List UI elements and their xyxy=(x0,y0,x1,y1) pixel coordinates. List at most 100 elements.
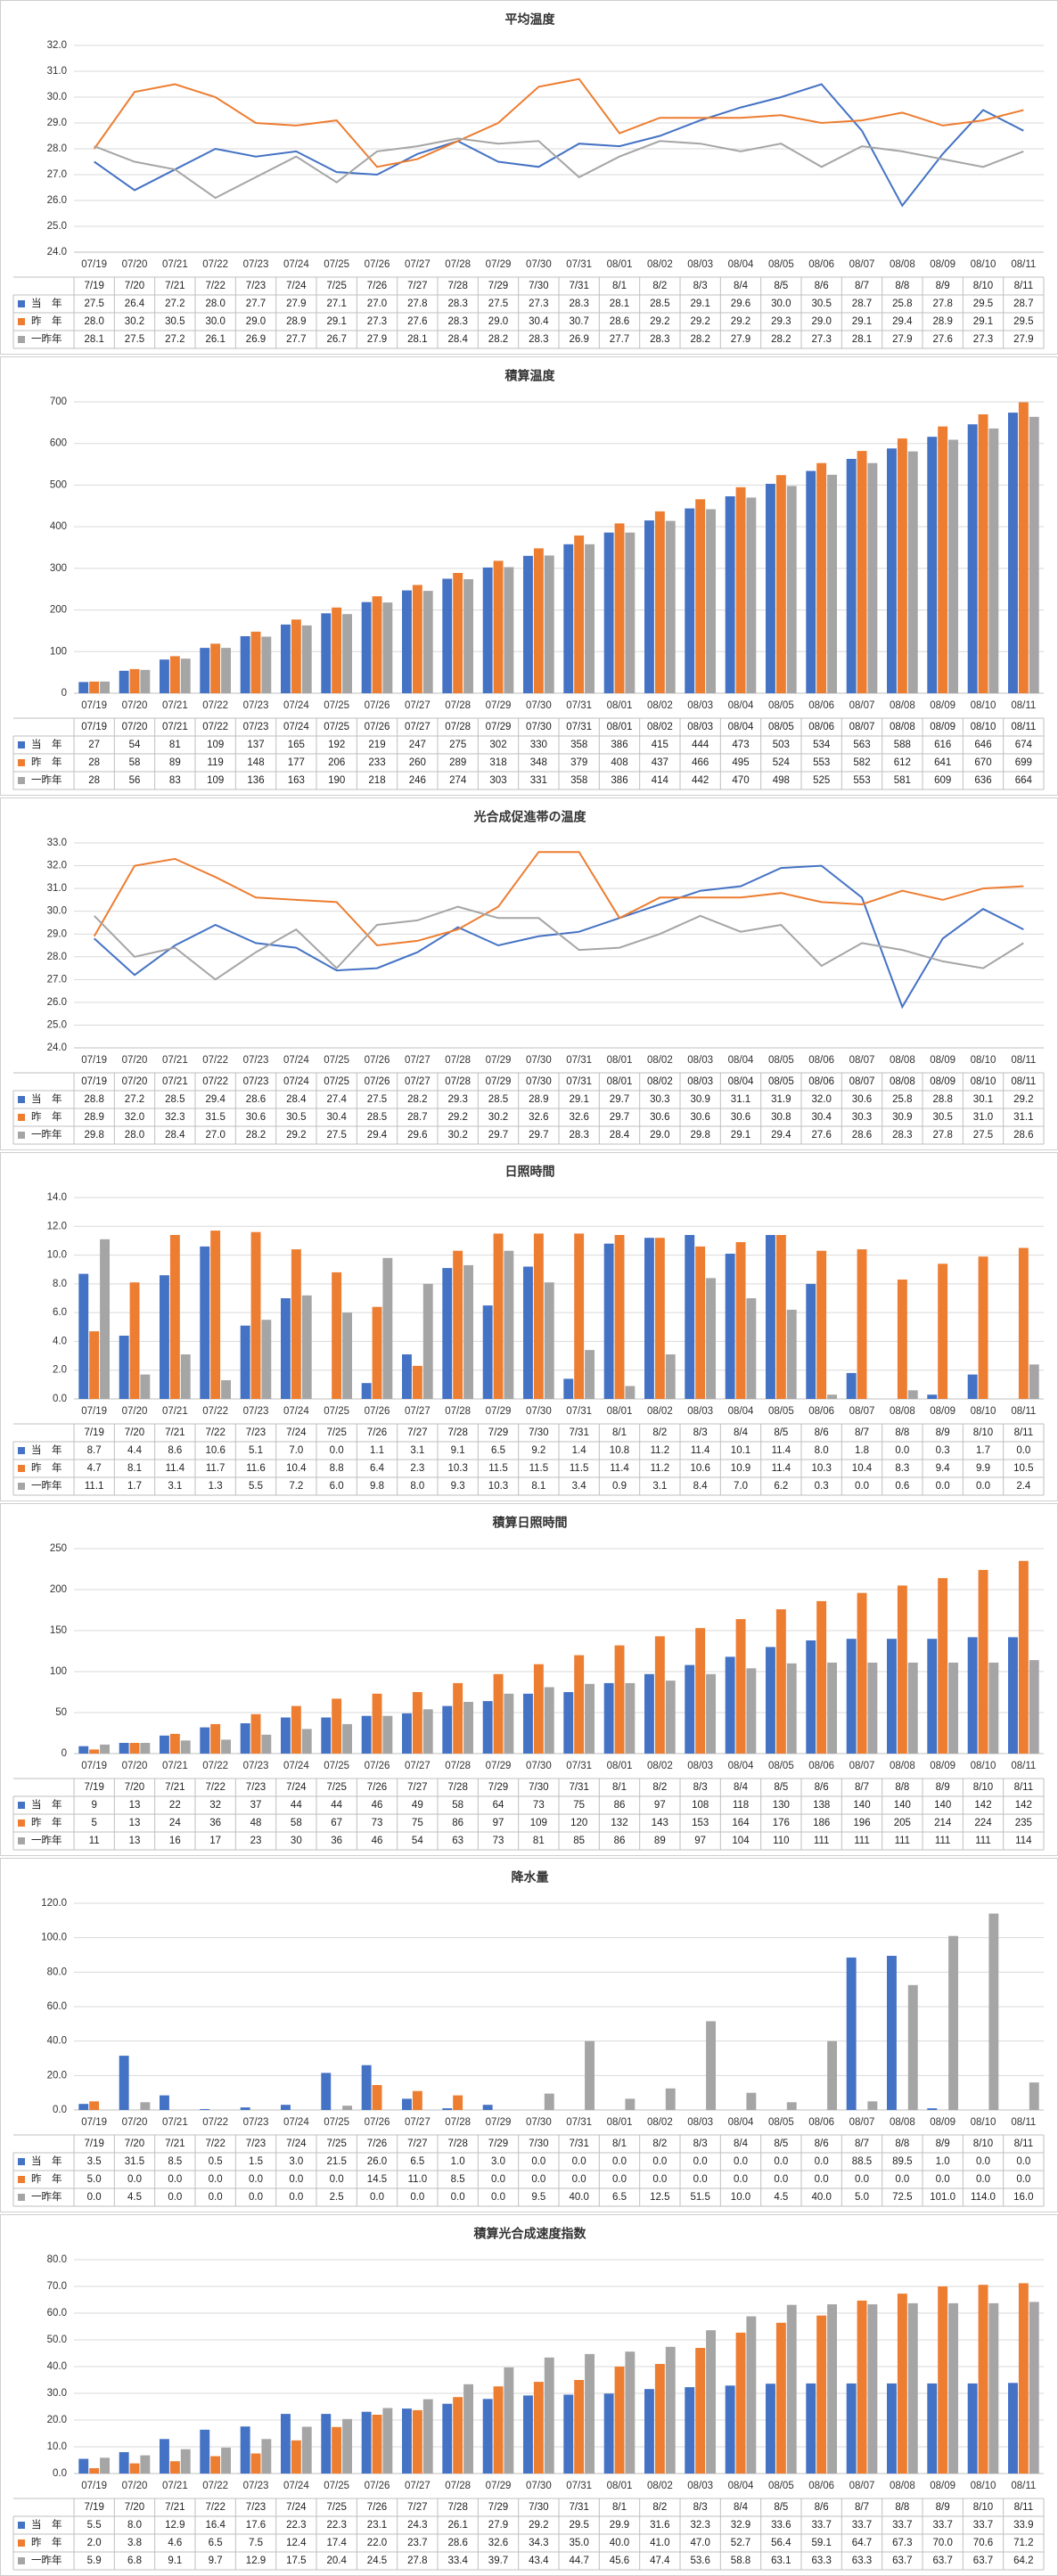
table-value-cell: 51.5 xyxy=(690,2192,709,2203)
table-date-cell: 07/29 xyxy=(486,722,512,732)
bar xyxy=(867,1662,878,1754)
table-value-cell: 5.1 xyxy=(249,1445,263,1456)
table-date-cell: 7/26 xyxy=(367,1782,387,1793)
table-value-cell: 0.0 xyxy=(855,1481,869,1492)
table-value-cell: 104 xyxy=(732,1836,750,1846)
y-tick-label: 60.0 xyxy=(47,2001,67,2012)
table-value-cell: 0.0 xyxy=(774,2156,788,2167)
bar xyxy=(453,1250,463,1399)
table-value-cell: 46 xyxy=(372,1800,383,1811)
bar xyxy=(978,414,988,693)
table-date-cell: 8/4 xyxy=(734,2502,749,2513)
y-tick-label: 28.0 xyxy=(47,952,67,962)
table-value-cell: 6.5 xyxy=(209,2538,223,2548)
table-value-cell: 120 xyxy=(570,1818,587,1828)
bar xyxy=(887,448,897,693)
table-value-cell: 27.3 xyxy=(367,316,387,327)
bar xyxy=(1018,1247,1029,1399)
table-value-cell: 28.2 xyxy=(246,1130,266,1141)
table-value-cell: 1.0 xyxy=(936,2156,950,2167)
x-tick-label: 08/07 xyxy=(849,700,875,711)
legend-swatch xyxy=(18,2539,25,2547)
table-value-cell: 30.4 xyxy=(529,316,549,327)
table-value-cell: 31.1 xyxy=(731,1094,750,1105)
x-tick-label: 08/08 xyxy=(890,700,915,711)
bar xyxy=(533,1664,544,1754)
legend-swatch xyxy=(18,1483,25,1490)
x-tick-label: 07/29 xyxy=(486,1406,512,1417)
table-date-cell: 7/20 xyxy=(125,2502,144,2513)
table-value-cell: 233 xyxy=(368,757,385,768)
bar xyxy=(907,451,918,693)
x-tick-label: 07/26 xyxy=(365,1406,390,1417)
chart-title: 降水量 xyxy=(512,1870,549,1885)
legend-swatch xyxy=(18,1465,25,1472)
x-tick-label: 07/31 xyxy=(566,1761,592,1771)
table-date-cell: 7/19 xyxy=(84,1427,103,1438)
x-tick-label: 07/28 xyxy=(445,2481,471,2491)
x-tick-label: 08/03 xyxy=(687,2481,713,2491)
table-value-cell: 27.9 xyxy=(892,334,912,345)
table-value-cell: 40.0 xyxy=(569,2192,588,2203)
table-value-cell: 1.4 xyxy=(572,1445,587,1456)
table-date-cell: 07/29 xyxy=(486,1076,512,1087)
x-tick-label: 07/30 xyxy=(526,1761,552,1771)
legend-series-name: 昨 年 xyxy=(31,2536,62,2548)
table-value-cell: 53.6 xyxy=(690,2556,709,2566)
table-value-cell: 22.3 xyxy=(286,2520,306,2531)
table-value-cell: 9.1 xyxy=(451,1445,465,1456)
bar xyxy=(1029,2082,1039,2110)
bar xyxy=(927,2108,938,2110)
series-line xyxy=(93,851,1024,947)
bar xyxy=(938,1578,948,1754)
table-value-cell: 63.3 xyxy=(852,2556,872,2566)
table-value-cell: 4.5 xyxy=(774,2192,788,2203)
table-value-cell: 45.6 xyxy=(610,2556,629,2566)
legend-swatch xyxy=(18,1114,25,1121)
table-value-cell: 28.0 xyxy=(125,1130,144,1141)
table-date-cell: 07/30 xyxy=(526,722,552,732)
chart-panel: 降水量 0.0 20.0 40.0 60.0 80.0 100.0 120.0 07/19 07/… xyxy=(0,1858,1058,2212)
table-value-cell: 29.6 xyxy=(731,298,750,309)
x-tick-label: 07/27 xyxy=(405,2117,431,2128)
table-date-cell: 8/2 xyxy=(652,2502,667,2513)
y-tick-label: 500 xyxy=(50,479,67,490)
table-value-cell: 8.4 xyxy=(693,1481,709,1492)
bar xyxy=(766,1647,775,1754)
x-tick-label: 08/10 xyxy=(971,259,996,270)
y-tick-label: 0.0 xyxy=(53,2468,67,2479)
table-date-cell: 08/11 xyxy=(1011,722,1036,732)
x-tick-label: 07/29 xyxy=(486,1761,512,1771)
table-value-cell: 0.0 xyxy=(976,1481,990,1492)
bar xyxy=(806,1283,816,1399)
table-value-cell: 192 xyxy=(328,740,345,750)
table-value-cell: 30.3 xyxy=(650,1094,669,1105)
table-value-cell: 0.0 xyxy=(936,1481,950,1492)
table-value-cell: 27.8 xyxy=(932,298,952,309)
table-value-cell: 29.0 xyxy=(650,1130,669,1141)
bar xyxy=(442,1268,453,1399)
table-value-cell: 27.9 xyxy=(1013,334,1033,345)
table-date-cell: 8/4 xyxy=(734,2138,749,2149)
table-value-cell: 28.4 xyxy=(610,1130,630,1141)
table-value-cell: 29.1 xyxy=(326,316,346,327)
bar xyxy=(533,548,544,693)
x-tick-label: 07/22 xyxy=(202,1055,228,1066)
x-tick-label: 07/22 xyxy=(202,2117,228,2128)
bar xyxy=(342,2418,352,2474)
table-value-cell: 85 xyxy=(573,1836,585,1846)
bar xyxy=(907,2302,918,2474)
table-date-cell: 8/6 xyxy=(815,2502,829,2513)
table-value-cell: 8.5 xyxy=(168,2156,182,2167)
bar xyxy=(200,2109,210,2110)
bar xyxy=(200,648,210,693)
bar xyxy=(89,2468,100,2474)
bar xyxy=(281,2105,291,2110)
table-value-cell: 14.5 xyxy=(367,2174,387,2185)
table-value-cell: 27.2 xyxy=(125,1094,144,1105)
table-value-cell: 70.0 xyxy=(932,2538,952,2548)
chart-panel: 平均温度 24.0 25.0 26.0 27.0 28.0 29.0 30.0 31.0 32.0… xyxy=(0,0,1058,355)
table-value-cell: 10.9 xyxy=(731,1463,750,1474)
chart-svg: 降水量 0.0 20.0 40.0 60.0 80.0 100.0 120.0 07/19 07/… xyxy=(12,1870,1045,2207)
x-tick-label: 07/25 xyxy=(324,1055,349,1066)
